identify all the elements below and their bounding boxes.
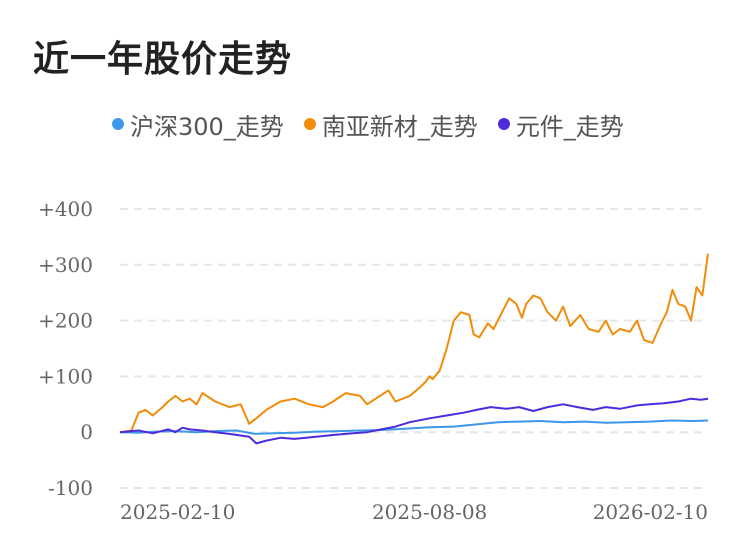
series-layer	[119, 253, 709, 445]
x-tick-label: 2025-02-10	[120, 500, 235, 524]
x-tick-label: 2026-02-10	[593, 500, 708, 524]
y-tick-label: +100	[38, 364, 93, 388]
legend-label-csi300: 沪深300_走势	[130, 112, 284, 141]
legend-item-csi300[interactable]: 沪深300_走势	[112, 107, 284, 142]
legend-item-component[interactable]: 元件_走势	[497, 107, 624, 142]
series-line-nanya[interactable]	[119, 253, 709, 434]
y-tick-label: +400	[38, 197, 93, 221]
legend-marker-nanya	[303, 118, 316, 130]
y-tick-label: 0	[80, 420, 93, 444]
legend-item-nanya[interactable]: 南亚新材_走势	[303, 107, 478, 142]
x-tick-label: 2025-08-08	[372, 500, 487, 524]
series-line-component[interactable]	[119, 397, 709, 445]
y-axis: +400 +300 +200 +100 0 -100	[38, 197, 93, 500]
legend-label-component: 元件_走势	[515, 112, 624, 141]
y-tick-label: -100	[48, 476, 93, 500]
chart-title: 近一年股价走势	[33, 39, 293, 80]
legend-marker-csi300	[112, 118, 124, 130]
legend-label-nanya: 南亚新材_走势	[321, 112, 478, 141]
legend: 沪深300_走势 南亚新材_走势 元件_走势	[112, 106, 624, 142]
y-tick-label: +200	[38, 309, 93, 333]
grid-layer	[120, 208, 708, 489]
y-tick-label: +300	[38, 253, 93, 277]
x-axis: 2025-02-10 2025-08-08 2026-02-10	[120, 500, 708, 524]
legend-marker-component	[497, 118, 510, 130]
